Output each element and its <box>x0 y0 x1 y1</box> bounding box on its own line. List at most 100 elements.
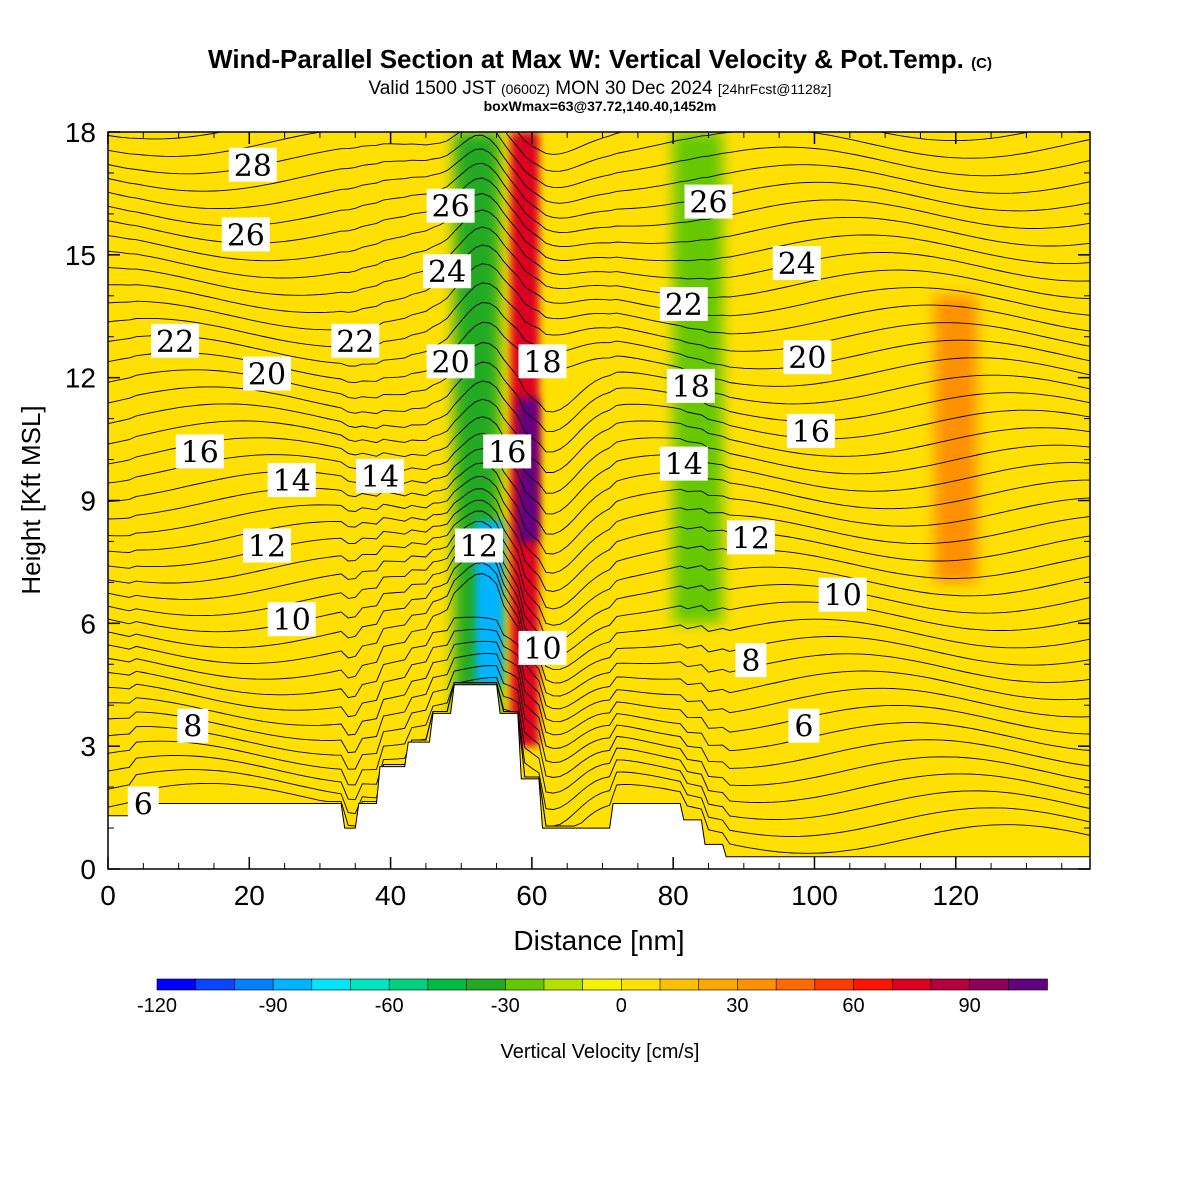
colorbar-tick-label: 60 <box>842 995 864 1017</box>
contour-label-text: 26 <box>432 190 470 225</box>
contour-label-box <box>788 708 820 743</box>
colorbar-swatch <box>775 978 816 991</box>
contour-label: 22 <box>659 287 708 323</box>
isentrope-line <box>108 573 1090 710</box>
isentrope-line <box>108 398 1090 473</box>
contour-label-text: 16 <box>488 435 526 470</box>
y-tick-label: 15 <box>65 240 96 271</box>
contour-label-box <box>151 323 200 358</box>
isentrope-line <box>108 162 1090 234</box>
colorbar-swatch <box>621 978 661 991</box>
contour-label: 18 <box>666 368 715 405</box>
plot-background <box>108 132 1090 869</box>
contour-label: 14 <box>267 463 316 499</box>
colorbar-swatch <box>156 978 197 991</box>
colorbar-tick-label: 90 <box>958 995 980 1017</box>
contour-label-box <box>726 520 775 555</box>
contour-label-text: 18 <box>672 370 710 405</box>
isentrope-line <box>108 682 1090 820</box>
contour-label-text: 10 <box>523 632 561 667</box>
isentrope-line <box>108 134 1090 204</box>
colorbar-swatch <box>311 978 352 991</box>
contour-label: 22 <box>151 323 200 360</box>
isentrope-line <box>108 282 1090 352</box>
contour-label-text: 14 <box>361 460 399 495</box>
contour-label-box <box>331 323 380 358</box>
isentrope-line <box>108 177 1090 248</box>
colorbar-swatch <box>930 978 971 991</box>
contour-label-text: 12 <box>732 521 770 556</box>
contour-label-box <box>267 463 316 497</box>
contour-label-box <box>228 147 277 182</box>
forecast-info: [24hrFcst@1128z] <box>717 81 832 97</box>
plot-area: 2826222016141210862214262420161218102622… <box>108 132 1090 869</box>
contour-label-text: 10 <box>273 603 311 638</box>
contour-label-box <box>423 254 472 289</box>
contour-label-box <box>127 786 159 821</box>
contour-label-text: 16 <box>792 415 830 450</box>
contour-label-text: 26 <box>227 218 265 253</box>
contour-label-text: 22 <box>336 325 374 360</box>
x-tick-label: 20 <box>234 880 265 911</box>
contour-label-box <box>818 577 867 612</box>
contour-label: 26 <box>221 217 270 253</box>
y-tick-label: 18 <box>65 117 96 148</box>
contour-label-box <box>454 528 503 563</box>
x-tick-label: 80 <box>658 880 689 911</box>
chart-title-block: Wind-Parallel Section at Max W: Vertical… <box>0 44 1200 113</box>
y-tick-label: 6 <box>80 608 96 639</box>
contour-label: 12 <box>243 528 291 565</box>
isentrope-line <box>108 380 1090 453</box>
contour-label-box <box>426 344 475 379</box>
isentrope-line <box>108 432 1090 515</box>
contour-label-text: 24 <box>428 255 466 290</box>
contour-label-text: 20 <box>788 341 826 376</box>
contour-label-box <box>483 434 532 469</box>
isentrope-line <box>108 677 1090 803</box>
x-tick-label: 60 <box>516 880 547 911</box>
contour-label: 14 <box>659 446 708 483</box>
contour-label-box <box>426 188 475 223</box>
y-axis: 0 3 6 9 12 15 18 <box>65 117 1090 885</box>
contour-label: 20 <box>783 340 832 376</box>
colorbar-tick-label: -30 <box>491 995 520 1017</box>
contour-label: 8 <box>735 643 767 679</box>
colorbar-swatch <box>659 978 700 991</box>
contour-label: 26 <box>426 188 475 225</box>
isentrope-line <box>108 361 1090 433</box>
valid-date: MON 30 Dec 2024 <box>555 78 713 99</box>
contour-label: 24 <box>772 246 821 282</box>
x-axis-label: Distance [nm] <box>513 925 684 956</box>
isentrope-line <box>108 263 1090 335</box>
colorbar-swatch <box>466 978 507 991</box>
contour-label-box <box>356 458 404 493</box>
y-tick-label: 9 <box>80 486 96 517</box>
contour-label: 6 <box>127 786 159 823</box>
contour-label: 8 <box>177 708 209 745</box>
colorbar-tick-label: -90 <box>259 995 288 1017</box>
contour-label-box <box>659 287 708 321</box>
isentrope-line <box>108 193 1090 265</box>
contour-label-text: 26 <box>689 186 727 221</box>
isentrope-line <box>108 416 1090 494</box>
contour-label: 10 <box>818 577 867 614</box>
contour-label: 16 <box>175 434 224 470</box>
isentrope-line <box>108 521 1090 642</box>
isentrope-line <box>108 640 1090 752</box>
title-main: Wind-Parallel Section at Max W: Vertical… <box>208 44 964 74</box>
isentrope-line <box>108 628 1090 736</box>
contour-label: 20 <box>243 356 291 393</box>
contour-label: 22 <box>331 323 380 360</box>
x-tick-label: 100 <box>791 880 838 911</box>
contour-label-box <box>243 356 291 391</box>
contour-label-text: 12 <box>460 530 498 565</box>
contour-label-box <box>786 413 835 448</box>
contour-label-text: 14 <box>273 464 311 499</box>
contour-label-text: 6 <box>134 788 153 823</box>
colorbar-swatch <box>543 978 584 991</box>
isentrope-line <box>108 562 1090 697</box>
isentrope-line <box>108 209 1090 282</box>
y-tick-label: 12 <box>65 363 96 394</box>
contour-label-box <box>267 602 316 637</box>
